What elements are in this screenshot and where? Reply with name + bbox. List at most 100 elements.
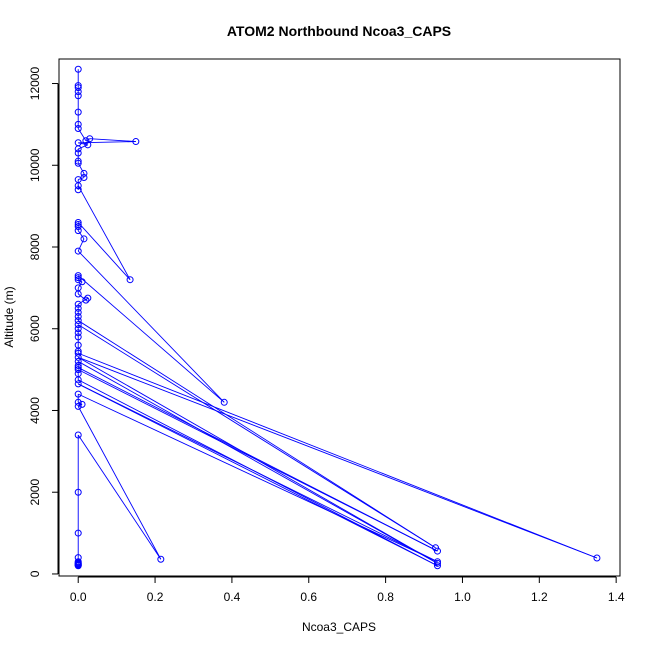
data-point [84, 294, 92, 302]
data-point [74, 376, 82, 384]
series-segment [89, 138, 136, 143]
data-point [74, 380, 82, 388]
series-segment [77, 434, 162, 560]
x-tick-label: 1.4 [608, 590, 625, 604]
data-point [74, 362, 82, 370]
series-segment [78, 144, 88, 150]
y-tick-label: 10000 [28, 148, 42, 182]
data-point [80, 235, 88, 243]
data-point [74, 329, 82, 337]
series-segment [78, 403, 83, 407]
x-tick-label: 0.2 [147, 590, 164, 604]
data-point [74, 312, 82, 320]
series-segment [77, 222, 131, 280]
data-point [74, 159, 82, 167]
series-segment [77, 320, 436, 549]
data-point [74, 402, 82, 410]
series-segment [78, 383, 438, 563]
data-point [82, 137, 90, 145]
data-point [74, 390, 82, 398]
data-point [157, 555, 165, 563]
data-point [74, 366, 82, 374]
y-axis-label: Altitude (m) [2, 286, 16, 347]
data-point [78, 278, 86, 286]
data-point [74, 333, 82, 341]
data-point [433, 547, 441, 555]
data-point [74, 398, 82, 406]
series-segment [78, 352, 598, 559]
data-point [74, 223, 82, 231]
series-segment [77, 406, 162, 560]
x-tick-label: 1.2 [531, 590, 548, 604]
x-axis: 0.0 0.2 0.4 0.6 0.8 1.0 1.2 1.4 [70, 576, 625, 604]
series-points [74, 65, 601, 570]
data-point [74, 218, 82, 226]
data-point [433, 558, 441, 566]
data-point [74, 84, 82, 92]
data-point [78, 400, 86, 408]
series-segment [77, 230, 85, 240]
series-segment [78, 356, 598, 559]
data-point [74, 247, 82, 255]
series-segment [85, 138, 90, 142]
data-point [74, 92, 82, 100]
data-point [74, 157, 82, 165]
plot-frame [58, 58, 621, 577]
data-point [74, 182, 82, 190]
data-point [74, 321, 82, 329]
x-tick-label: 0.4 [224, 590, 241, 604]
data-point [74, 108, 82, 116]
series-segment [77, 361, 438, 564]
series-segment [77, 238, 85, 252]
data-point [74, 88, 82, 96]
y-tick-label: 8000 [28, 233, 42, 260]
series-segment [78, 401, 83, 405]
data-point [74, 145, 82, 153]
data-point [74, 149, 82, 157]
data-point [74, 325, 82, 333]
data-point [74, 304, 82, 312]
data-point [74, 488, 82, 496]
series-segment [78, 142, 88, 146]
data-point [74, 349, 82, 357]
data-point [433, 562, 441, 570]
x-axis-label: Ncoa3_CAPS [302, 620, 376, 634]
data-point [74, 353, 82, 361]
series-line [77, 69, 598, 567]
data-point [74, 124, 82, 132]
data-point [74, 227, 82, 235]
data-point [74, 529, 82, 537]
x-tick-label: 0.0 [70, 590, 87, 604]
series-segment [77, 281, 83, 289]
data-point [593, 554, 601, 562]
data-point [74, 65, 82, 73]
data-point [74, 272, 82, 280]
data-point [74, 300, 82, 308]
series-segment [77, 275, 225, 403]
y-tick-label: 4000 [28, 397, 42, 424]
data-point [86, 135, 94, 143]
series-segment [78, 383, 438, 567]
series-segment [78, 393, 438, 563]
series-segment [77, 250, 225, 403]
data-point [220, 398, 228, 406]
data-point [74, 276, 82, 284]
series-segment [77, 185, 131, 280]
data-point [126, 276, 134, 284]
series-segment [77, 128, 87, 141]
y-tick-label: 6000 [28, 315, 42, 342]
data-point [82, 296, 90, 304]
data-point [74, 562, 82, 570]
series-segment [77, 162, 85, 174]
data-point [74, 290, 82, 298]
x-tick-label: 1.0 [454, 590, 471, 604]
data-point [132, 138, 140, 146]
data-point [74, 274, 82, 282]
data-point [74, 120, 82, 128]
y-axis: 0 2000 4000 6000 8000 10000 12000 [28, 67, 59, 577]
data-point [74, 186, 82, 194]
data-point [74, 317, 82, 325]
data-point [74, 431, 82, 439]
series-segment [77, 324, 436, 549]
